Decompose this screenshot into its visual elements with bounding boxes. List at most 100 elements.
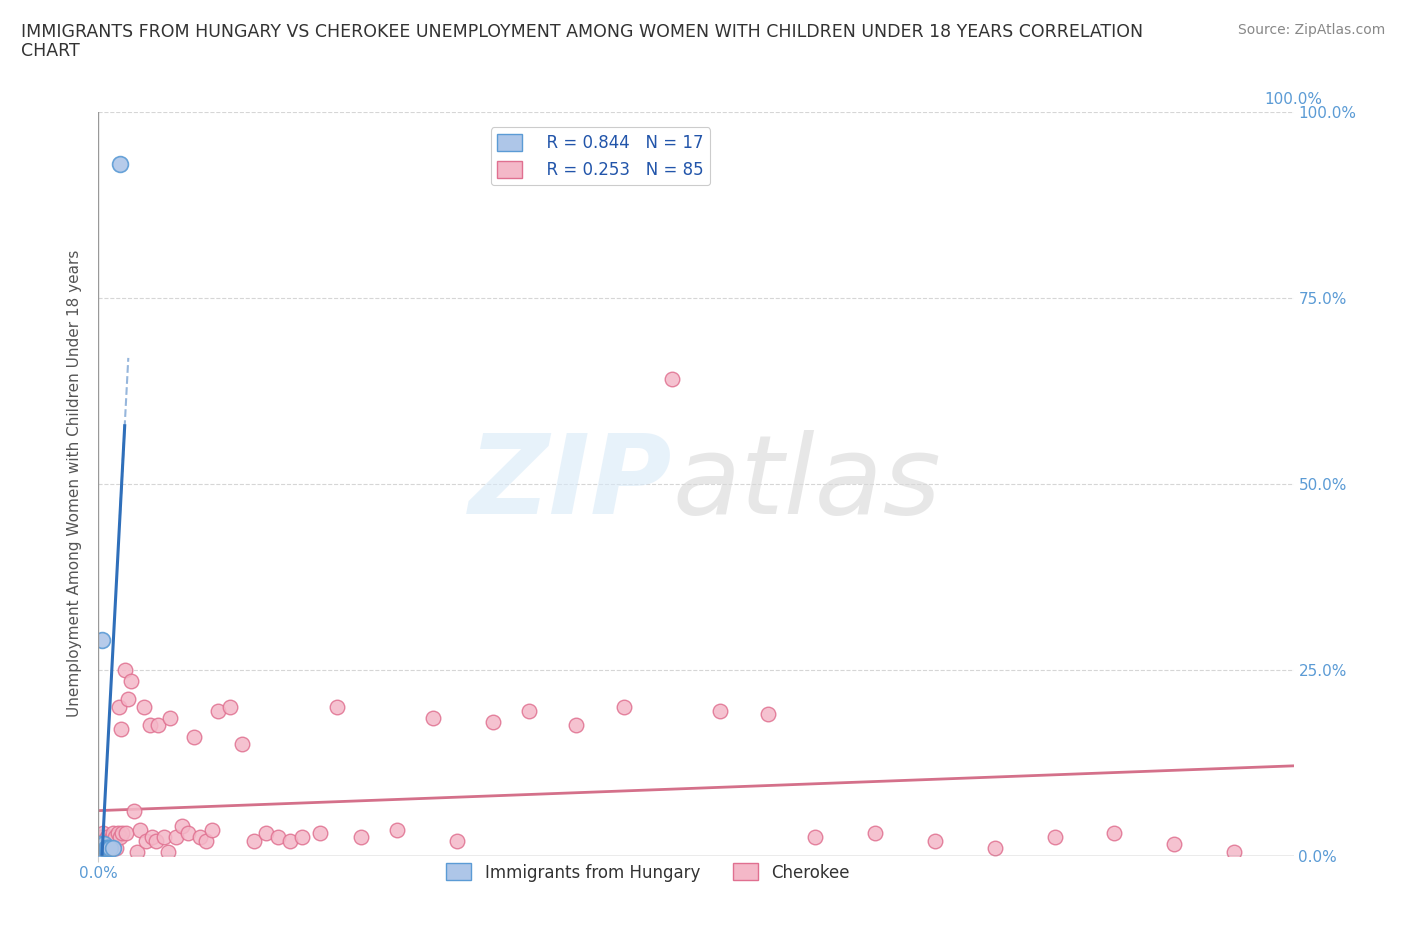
Point xyxy=(135,833,157,848)
Point xyxy=(91,837,114,852)
Point xyxy=(87,844,110,859)
Point xyxy=(98,833,121,848)
Point xyxy=(243,833,266,848)
Point xyxy=(165,830,187,844)
Text: CHART: CHART xyxy=(21,42,80,60)
Point xyxy=(105,841,128,856)
Point xyxy=(90,830,112,844)
Point xyxy=(91,846,114,861)
Point xyxy=(565,718,588,733)
Point xyxy=(90,841,112,856)
Point xyxy=(111,826,134,841)
Point xyxy=(115,826,138,841)
Point xyxy=(91,843,114,857)
Point xyxy=(93,841,115,856)
Point xyxy=(984,841,1007,856)
Point xyxy=(183,729,205,744)
Point xyxy=(1223,844,1246,859)
Point xyxy=(120,673,142,688)
Point xyxy=(159,711,181,725)
Text: Source: ZipAtlas.com: Source: ZipAtlas.com xyxy=(1237,23,1385,37)
Point xyxy=(125,844,148,859)
Point xyxy=(207,703,229,718)
Point xyxy=(89,844,111,859)
Point xyxy=(87,846,110,861)
Point xyxy=(148,718,170,733)
Point xyxy=(107,699,129,714)
Point xyxy=(104,830,127,844)
Point xyxy=(132,699,155,714)
Point xyxy=(110,722,132,737)
Point xyxy=(865,826,887,841)
Point xyxy=(108,830,131,844)
Point xyxy=(87,844,110,859)
Point xyxy=(326,699,349,714)
Point xyxy=(924,833,946,848)
Point xyxy=(481,714,505,729)
Point xyxy=(98,841,121,856)
Point xyxy=(90,846,112,861)
Point xyxy=(93,833,115,848)
Point xyxy=(1043,830,1066,844)
Point xyxy=(108,156,131,171)
Point xyxy=(94,841,117,856)
Point xyxy=(661,372,683,387)
Point xyxy=(613,699,636,714)
Point xyxy=(267,830,290,844)
Point xyxy=(96,841,118,856)
Y-axis label: Unemployment Among Women with Children Under 18 years: Unemployment Among Women with Children U… xyxy=(67,250,83,717)
Point xyxy=(804,830,827,844)
Point xyxy=(254,826,277,841)
Point xyxy=(100,830,122,844)
Point xyxy=(124,804,146,818)
Point xyxy=(91,826,114,841)
Point xyxy=(98,837,122,852)
Point xyxy=(101,841,124,856)
Point xyxy=(422,711,444,725)
Point xyxy=(89,846,111,861)
Point xyxy=(91,833,114,848)
Point xyxy=(114,662,136,677)
Point xyxy=(91,841,114,856)
Point xyxy=(219,699,242,714)
Point xyxy=(93,837,115,852)
Point xyxy=(89,841,111,856)
Point xyxy=(188,830,211,844)
Point xyxy=(103,833,125,848)
Point xyxy=(91,843,114,857)
Point xyxy=(90,839,112,854)
Point xyxy=(709,703,731,718)
Point xyxy=(101,826,124,841)
Point xyxy=(98,841,122,856)
Point xyxy=(177,826,200,841)
Point xyxy=(93,839,115,854)
Point xyxy=(172,818,194,833)
Point xyxy=(201,822,224,837)
Text: IMMIGRANTS FROM HUNGARY VS CHEROKEE UNEMPLOYMENT AMONG WOMEN WITH CHILDREN UNDER: IMMIGRANTS FROM HUNGARY VS CHEROKEE UNEM… xyxy=(21,23,1143,41)
Point xyxy=(517,703,540,718)
Point xyxy=(91,632,114,647)
Point xyxy=(308,826,330,841)
Point xyxy=(1163,837,1185,852)
Point xyxy=(756,707,779,722)
Point xyxy=(141,830,163,844)
Point xyxy=(96,841,118,856)
Point xyxy=(231,737,253,751)
Point xyxy=(89,837,111,852)
Point xyxy=(96,830,118,844)
Legend: Immigrants from Hungary, Cherokee: Immigrants from Hungary, Cherokee xyxy=(440,857,856,888)
Point xyxy=(350,830,373,844)
Point xyxy=(129,822,152,837)
Point xyxy=(278,833,301,848)
Point xyxy=(385,822,409,837)
Point xyxy=(145,833,167,848)
Point xyxy=(291,830,314,844)
Point xyxy=(89,843,111,857)
Point xyxy=(117,692,139,707)
Point xyxy=(195,833,218,848)
Point xyxy=(1104,826,1126,841)
Point xyxy=(90,839,112,854)
Point xyxy=(91,837,114,852)
Point xyxy=(94,837,117,852)
Point xyxy=(446,833,468,848)
